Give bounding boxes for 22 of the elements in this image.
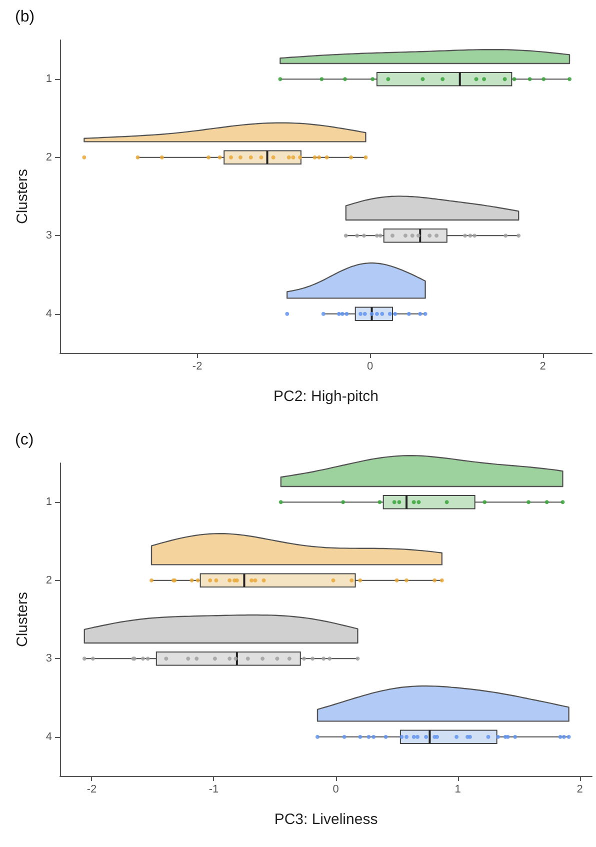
y-tick-label: 2 (46, 151, 52, 164)
x-tick-label: 0 (332, 784, 339, 796)
y-tick-label: 3 (46, 652, 52, 665)
y-tick-label: 1 (46, 73, 52, 86)
y-axis-title: Clusters (14, 168, 31, 224)
x-tick-label: 2 (576, 784, 583, 796)
y-tick-label: 2 (46, 574, 52, 586)
chart-title: (c) (15, 432, 34, 448)
y-tick-label: 4 (46, 730, 52, 743)
x-axis-title: PC3: Liveliness (274, 811, 378, 828)
x-tick-label: 1 (454, 784, 461, 796)
x-axis-title: PC2: High-pitch (273, 388, 379, 405)
y-axis-title: Clusters (14, 592, 31, 648)
x-tick-label: -1 (208, 784, 219, 796)
y-tick-label: 3 (46, 230, 52, 242)
x-tick-label: -2 (86, 784, 97, 796)
chart-title: (b) (15, 8, 35, 26)
x-tick-label: 2 (540, 360, 546, 372)
y-tick-label: 4 (46, 308, 52, 320)
y-tick-label: 1 (46, 496, 52, 508)
x-tick-label: -2 (192, 360, 202, 372)
x-tick-label: 0 (366, 360, 374, 372)
